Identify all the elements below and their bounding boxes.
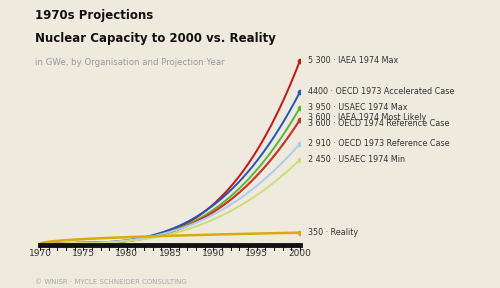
- Text: 5 300 · IAEA 1974 Max: 5 300 · IAEA 1974 Max: [308, 56, 398, 65]
- Text: 4400 · OECD 1973 Accelerated Case: 4400 · OECD 1973 Accelerated Case: [308, 87, 454, 96]
- Text: 3 950 · USAEC 1974 Max: 3 950 · USAEC 1974 Max: [308, 103, 407, 112]
- Text: Nuclear Capacity to 2000 vs. Reality: Nuclear Capacity to 2000 vs. Reality: [35, 32, 276, 45]
- Text: 1970s Projections: 1970s Projections: [35, 9, 153, 22]
- Text: 2 450 · USAEC 1974 Min: 2 450 · USAEC 1974 Min: [308, 155, 404, 164]
- Text: 350 · Reality: 350 · Reality: [308, 228, 358, 237]
- Text: in GWe, by Organisation and Projection·Year: in GWe, by Organisation and Projection·Y…: [35, 58, 224, 67]
- Text: 3 600 · OECD 1974 Reference Case: 3 600 · OECD 1974 Reference Case: [308, 119, 449, 128]
- Text: © WNISR · MYCLE SCHNEIDER CONSULTING: © WNISR · MYCLE SCHNEIDER CONSULTING: [35, 279, 187, 285]
- Text: 3 600 · IAEA 1974 Most Likely: 3 600 · IAEA 1974 Most Likely: [308, 113, 426, 122]
- Text: 2 910 · OECD 1973 Reference Case: 2 910 · OECD 1973 Reference Case: [308, 139, 449, 148]
